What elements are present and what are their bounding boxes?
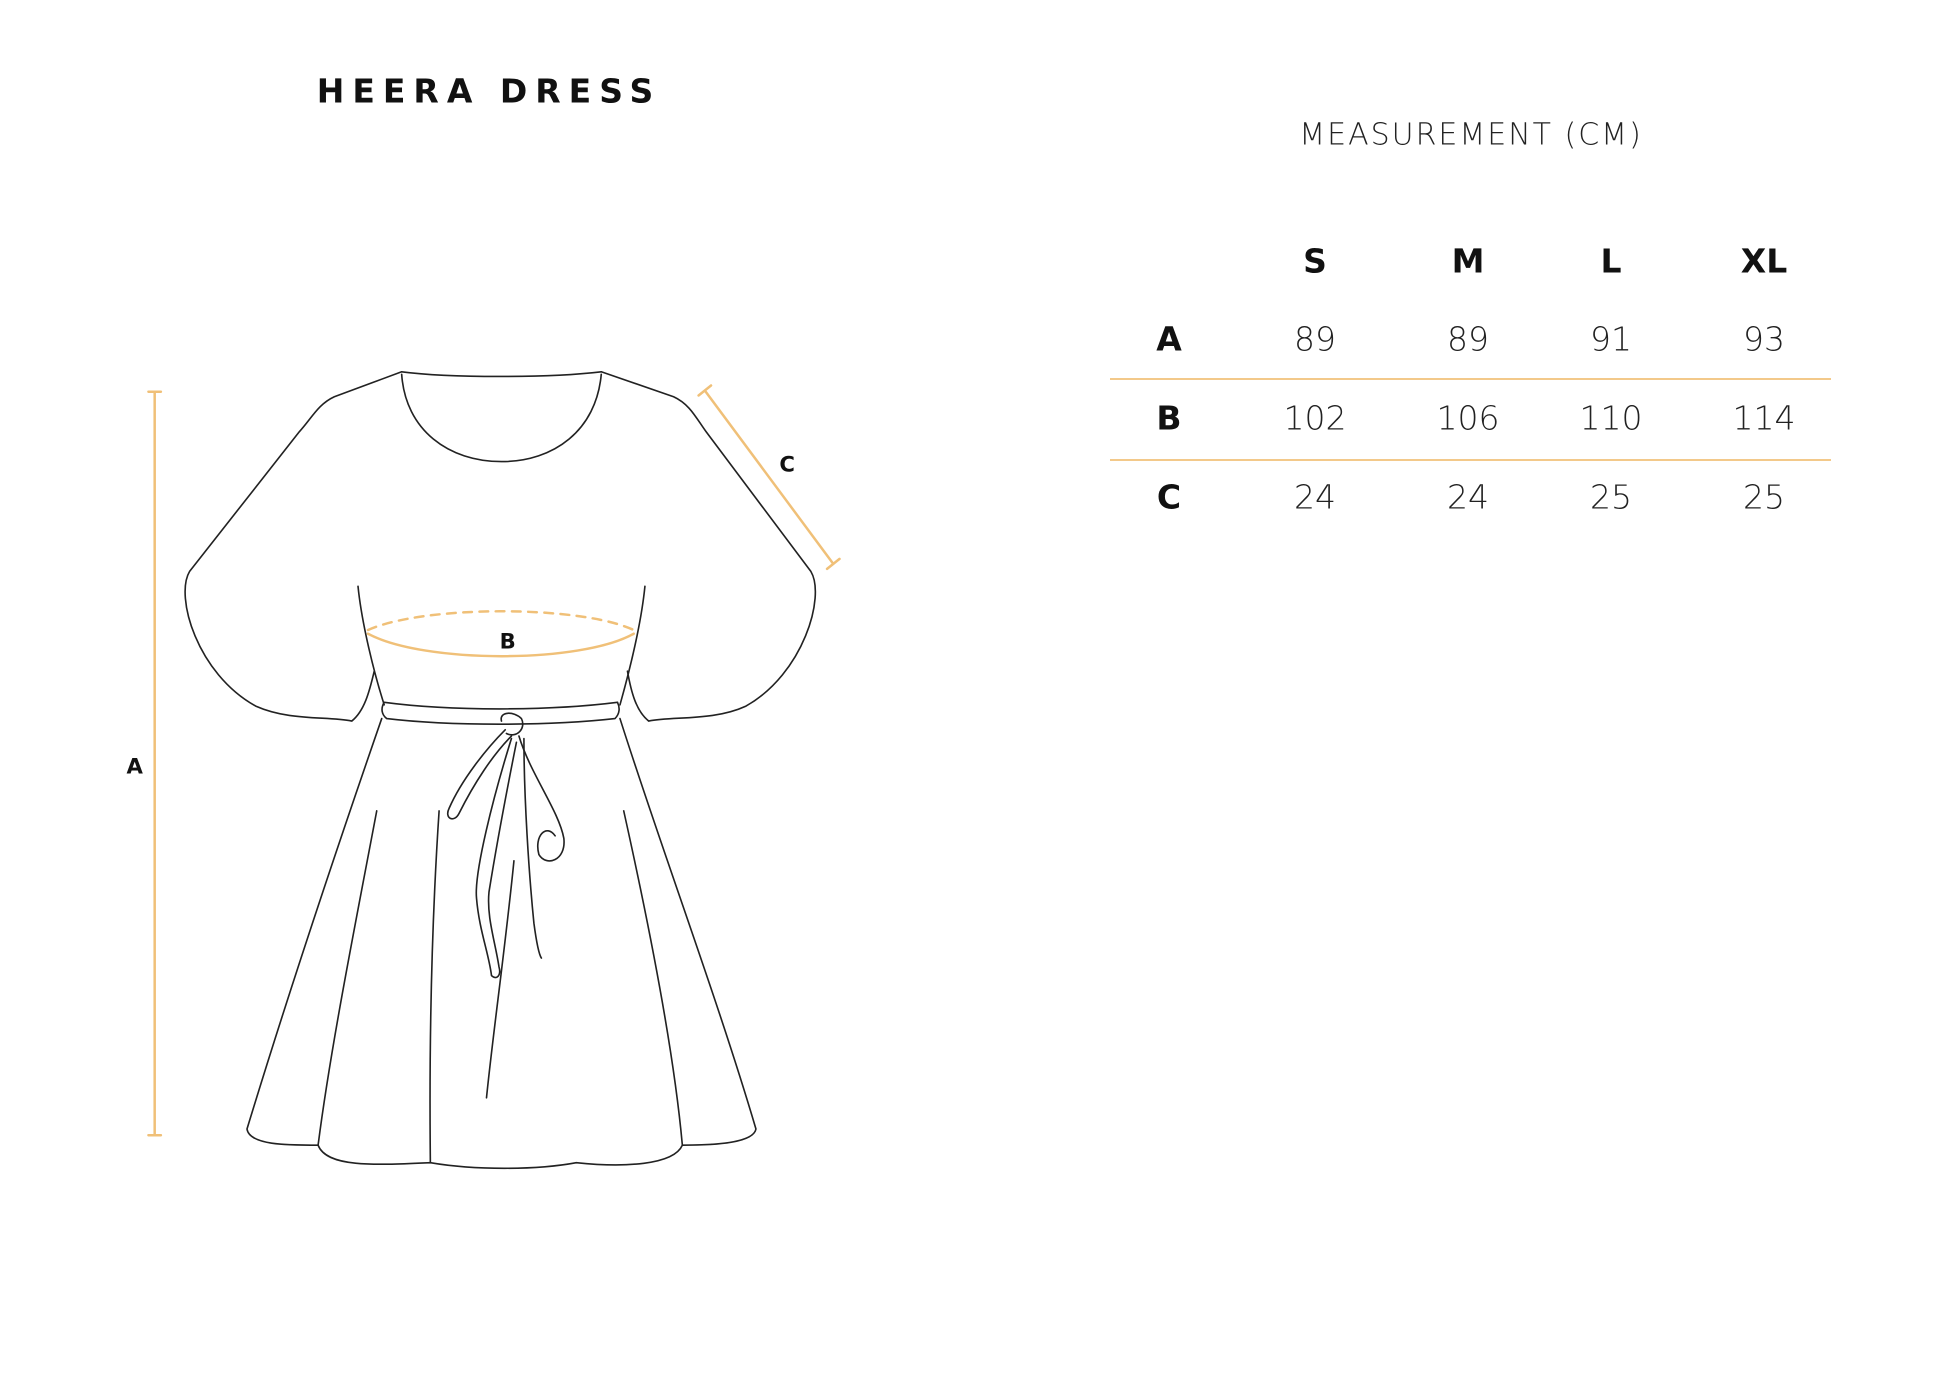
column-header: S	[1303, 241, 1327, 281]
table-cell: 91	[1590, 319, 1632, 359]
table-cell: 89	[1294, 319, 1336, 359]
measure-lines	[147, 384, 841, 1137]
table-cell: 114	[1732, 398, 1796, 438]
measure-a-line	[147, 390, 163, 1137]
table-cell: 25	[1590, 477, 1632, 517]
table-cell: 102	[1283, 398, 1347, 438]
measure-b-back	[366, 610, 635, 632]
label-b: B	[500, 629, 516, 654]
label-c: C	[779, 452, 795, 477]
row-label: C	[1156, 477, 1182, 517]
table-cell: 25	[1743, 477, 1785, 517]
table-cell: 110	[1579, 398, 1643, 438]
row-divider	[1110, 378, 1831, 380]
measure-c-line	[697, 384, 841, 571]
table-cell: 24	[1447, 477, 1489, 517]
column-header: M	[1451, 241, 1485, 281]
table-cell: 24	[1294, 477, 1336, 517]
row-divider	[1110, 459, 1831, 461]
table-title: MEASUREMENT (CM)	[1299, 117, 1643, 153]
column-header: L	[1600, 241, 1622, 281]
row-label: A	[1156, 319, 1182, 359]
column-header: XL	[1740, 241, 1788, 281]
table-cell: 106	[1436, 398, 1500, 438]
measure-b-front	[366, 632, 635, 658]
row-label: B	[1156, 398, 1182, 438]
belt-tie	[447, 712, 565, 979]
dress-outline	[184, 370, 817, 1170]
table-cell: 93	[1743, 319, 1785, 359]
label-a: A	[127, 753, 144, 778]
product-title: HEERA DRESS	[316, 71, 662, 111]
table-cell: 89	[1447, 319, 1489, 359]
